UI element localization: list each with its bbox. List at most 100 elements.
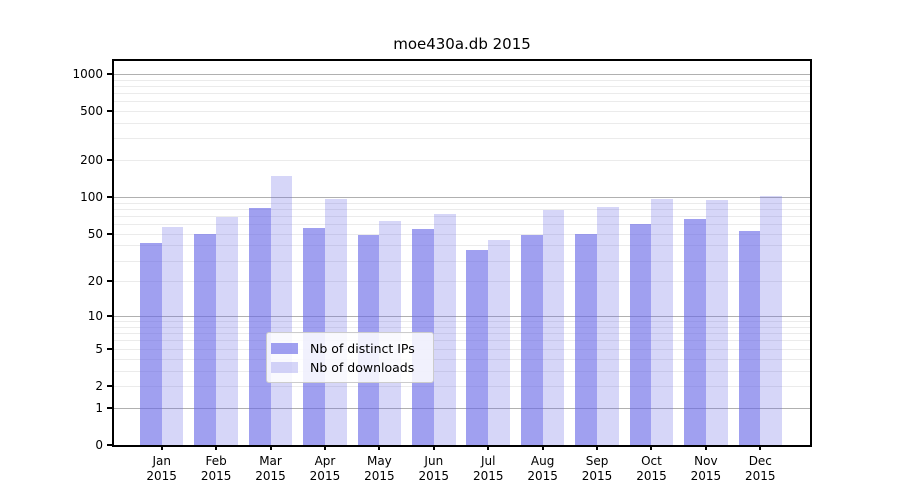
- x-tick-mark-aug: [541, 445, 544, 450]
- bar-downloads-jan: [161, 226, 184, 445]
- y-tick-mark-1000: [107, 72, 112, 75]
- gridline-y-3: [114, 370, 810, 372]
- x-tick-mark-nov: [704, 445, 707, 450]
- x-tick-mark-jan: [160, 445, 163, 450]
- y-tick-label-20: 20: [87, 274, 103, 289]
- x-tick-year: 2015: [527, 469, 558, 483]
- legend-label-distinct-ips: Nb of distinct IPs: [310, 340, 415, 356]
- x-tick-month: Jul: [480, 454, 496, 468]
- x-tick-label-jul: Jul 2015: [460, 454, 516, 484]
- x-tick-month: Feb: [205, 454, 227, 468]
- x-tick-mark-may: [378, 445, 381, 450]
- x-tick-label-jun: Jun 2015: [406, 454, 462, 484]
- x-tick-year: 2015: [309, 469, 341, 483]
- gridline-y-1: [114, 407, 810, 409]
- chart-title: moe430a.db 2015: [393, 35, 531, 53]
- x-tick-month: Jan: [152, 454, 171, 468]
- gridline-y-800: [114, 85, 810, 87]
- x-tick-mark-sep: [596, 445, 599, 450]
- y-tick-label-100: 100: [80, 190, 103, 205]
- x-tick-year: 2015: [200, 469, 232, 483]
- gridline-y-100: [114, 197, 810, 199]
- x-tick-year: 2015: [745, 469, 776, 483]
- legend-row-distinct-ips: Nb of distinct IPs: [271, 339, 427, 357]
- x-tick-month: May: [366, 454, 392, 468]
- legend-row-downloads: Nb of downloads: [271, 358, 427, 376]
- gridline-y-500: [114, 111, 810, 113]
- bar-downloads-jul: [488, 240, 511, 445]
- bar-ips-nov: [684, 219, 706, 445]
- x-tick-month: Nov: [694, 454, 718, 468]
- y-tick-label-500: 500: [80, 104, 103, 119]
- legend: Nb of distinct IPs Nb of downloads: [266, 332, 434, 383]
- x-tick-month: Oct: [641, 454, 662, 468]
- x-tick-month: Mar: [259, 454, 282, 468]
- y-tick-mark-100: [107, 196, 112, 199]
- x-tick-month: Jun: [424, 454, 444, 468]
- x-tick-label-dec: Dec 2015: [732, 454, 788, 484]
- bar-ips-dec: [738, 230, 761, 445]
- y-tick-label-2: 2: [95, 378, 103, 393]
- gridline-y-8: [114, 326, 810, 328]
- gridline-y-2: [114, 385, 810, 387]
- bar-ips-jul: [466, 249, 489, 445]
- y-tick-mark-200: [107, 159, 112, 162]
- gridline-y-1000: [114, 73, 810, 75]
- y-tick-label-1: 1: [95, 400, 103, 415]
- x-tick-label-sep: Sep 2015: [569, 454, 625, 484]
- y-tick-mark-1: [107, 406, 112, 409]
- bar-ips-feb: [194, 233, 217, 445]
- x-tick-mark-jun: [432, 445, 435, 450]
- y-tick-mark-10: [107, 315, 112, 318]
- x-tick-year: 2015: [472, 469, 504, 483]
- y-tick-label-50: 50: [87, 226, 103, 241]
- x-tick-year: 2015: [418, 469, 450, 483]
- x-tick-label-oct: Oct 2015: [623, 454, 679, 484]
- x-tick-month: Sep: [585, 454, 609, 468]
- bar-downloads-dec: [760, 196, 783, 445]
- bar-downloads-mar: [270, 176, 293, 445]
- gridline-y-9: [114, 321, 810, 323]
- x-tick-month: Apr: [314, 454, 336, 468]
- x-tick-year: 2015: [636, 469, 667, 483]
- gridline-y-200: [114, 160, 810, 162]
- gridline-y-60: [114, 224, 810, 226]
- y-tick-label-0: 0: [95, 438, 103, 452]
- y-tick-mark-500: [107, 110, 112, 113]
- bar-downloads-sep: [597, 206, 619, 445]
- gridline-y-40: [114, 245, 810, 247]
- bar-ips-jan: [139, 242, 162, 445]
- x-tick-year: 2015: [364, 469, 395, 483]
- x-tick-mark-oct: [650, 445, 653, 450]
- x-tick-month: Dec: [748, 454, 772, 468]
- x-tick-label-nov: Nov 2015: [678, 454, 734, 484]
- y-tick-mark-5: [107, 347, 112, 350]
- gridline-y-10: [114, 316, 810, 318]
- x-tick-mark-dec: [759, 445, 762, 450]
- bar-ips-sep: [575, 233, 598, 445]
- legend-label-downloads: Nb of downloads: [310, 359, 415, 375]
- y-tick-label-200: 200: [80, 153, 103, 168]
- bar-downloads-aug: [542, 210, 565, 445]
- bar-downloads-nov: [705, 200, 728, 445]
- gridline-y-4: [114, 358, 810, 360]
- x-tick-label-aug: Aug 2015: [515, 454, 571, 484]
- legend-swatch-downloads: [271, 361, 298, 373]
- y-tick-label-5: 5: [95, 341, 103, 356]
- bar-ips-mar: [248, 207, 271, 445]
- plot-area: [112, 59, 812, 447]
- y-tick-label-1000: 1000: [72, 66, 103, 81]
- gridline-y-300: [114, 138, 810, 140]
- gridline-y-900: [114, 79, 810, 81]
- bar-downloads-feb: [216, 216, 238, 445]
- bar-downloads-jun: [433, 213, 456, 445]
- x-tick-label-apr: Apr 2015: [297, 454, 353, 484]
- y-tick-mark-0: [107, 444, 112, 446]
- bar-downloads-apr: [324, 199, 347, 445]
- y-tick-mark-50: [107, 232, 112, 235]
- x-tick-label-may: May 2015: [351, 454, 407, 484]
- gridline-y-90: [114, 202, 810, 204]
- y-tick-mark-2: [107, 384, 112, 387]
- x-tick-year: 2015: [146, 469, 177, 483]
